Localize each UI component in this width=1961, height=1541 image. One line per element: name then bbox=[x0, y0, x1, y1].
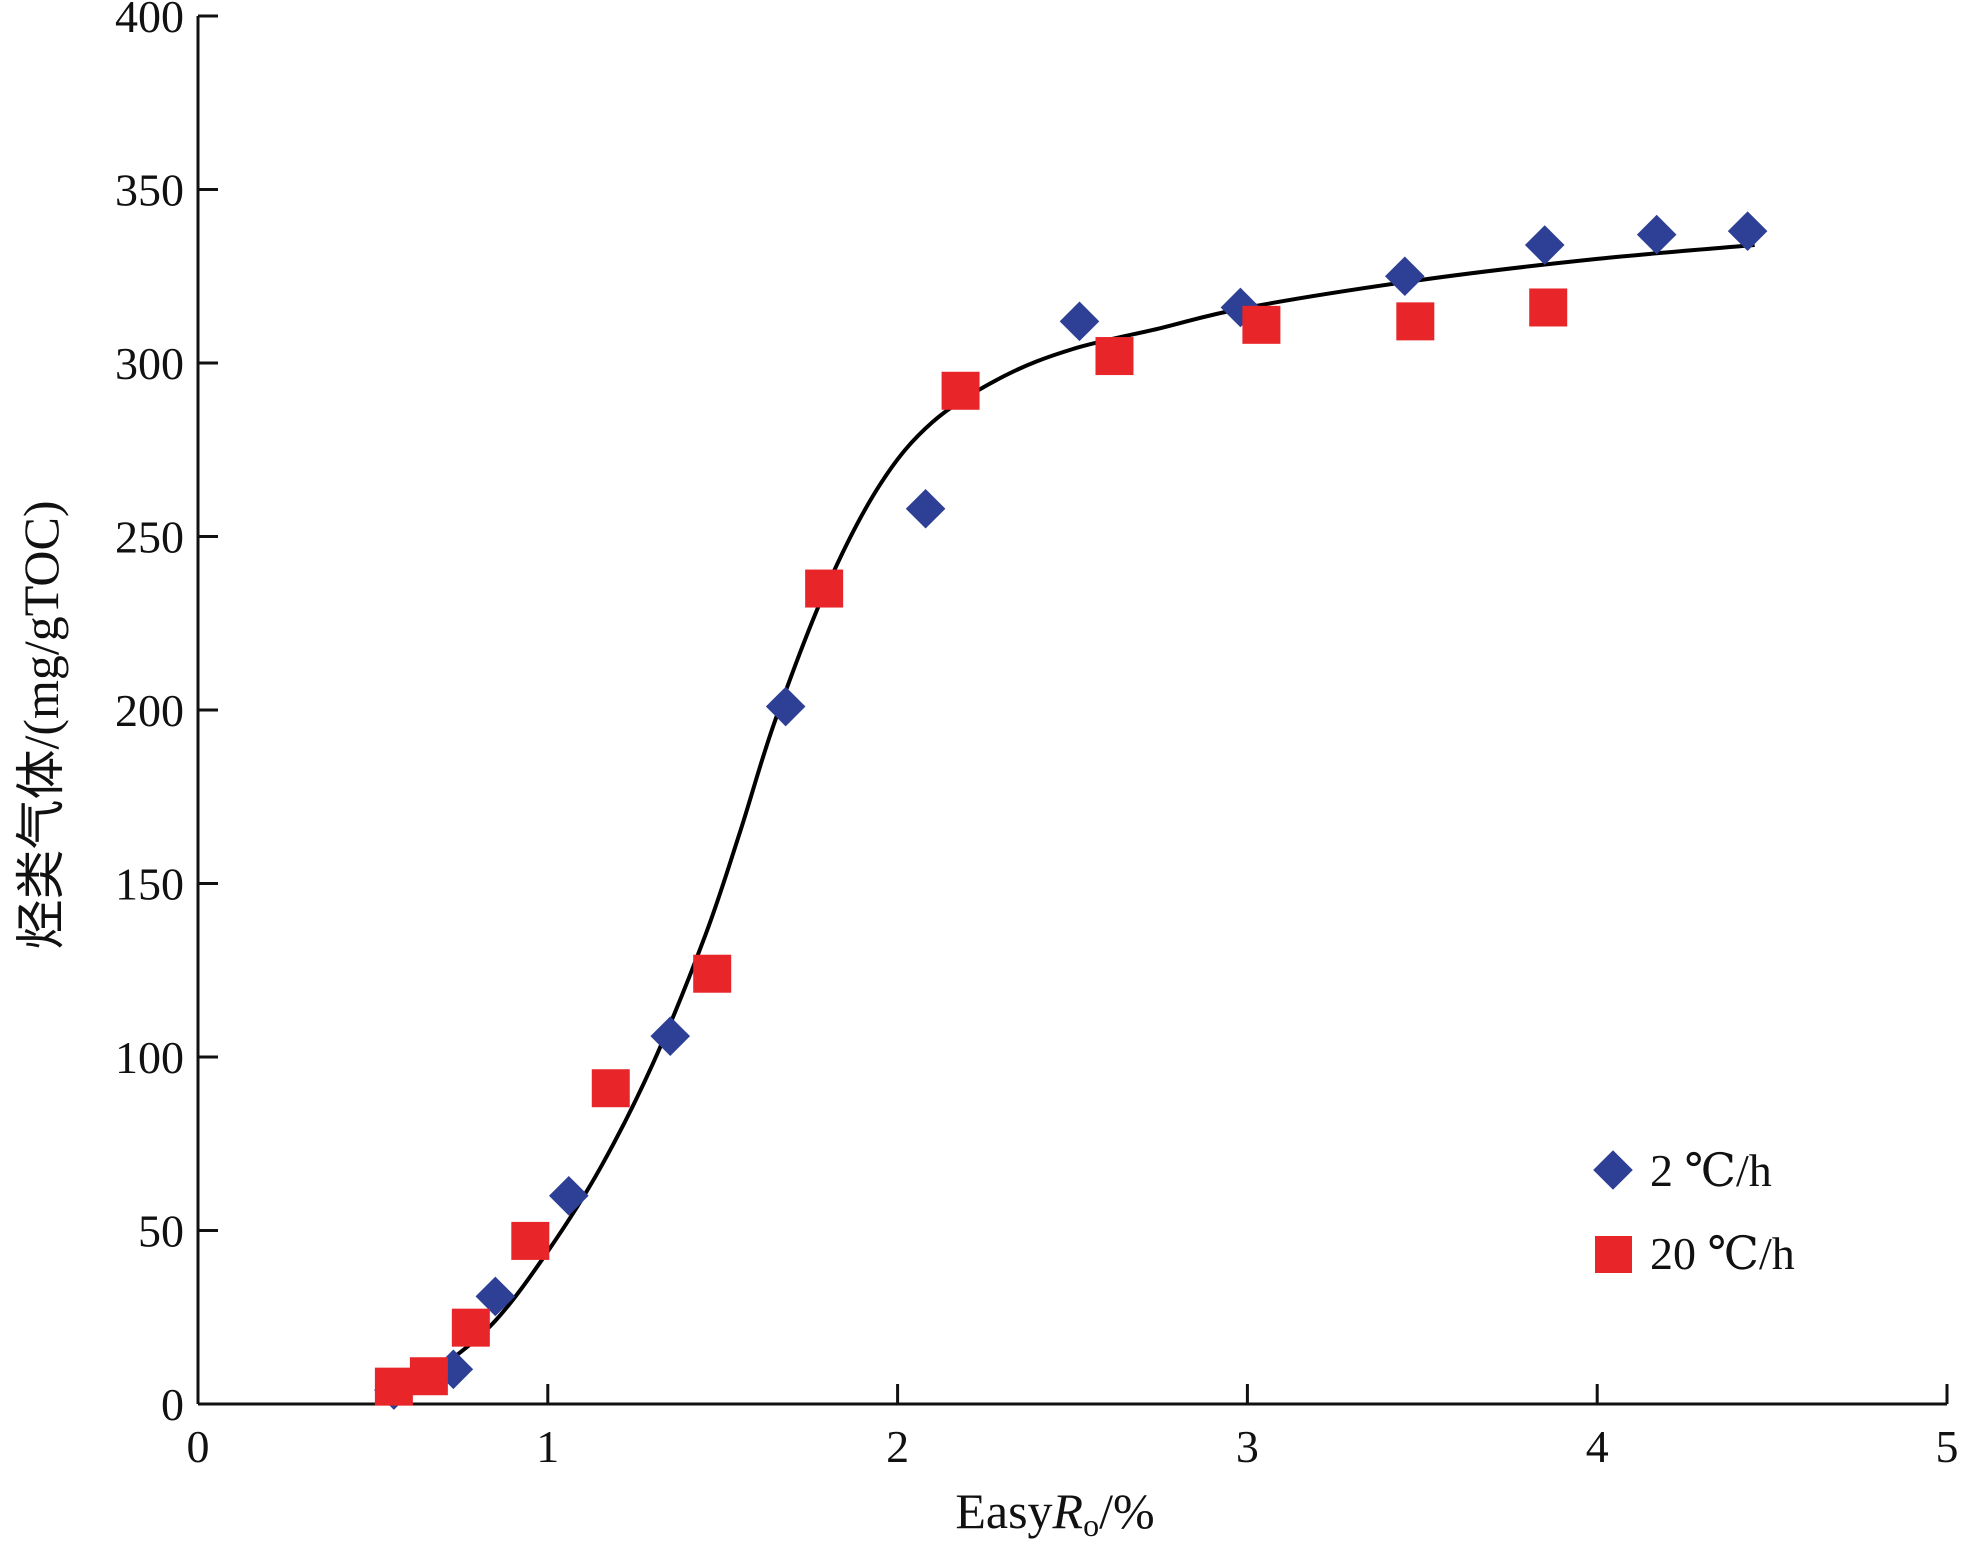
y-tick-label: 400 bbox=[115, 0, 184, 42]
x-tick-label: 2 bbox=[886, 1421, 909, 1472]
point-2chr bbox=[650, 1016, 691, 1056]
legend-label-2chr: 2 ℃/h bbox=[1650, 1145, 1772, 1196]
point-20chr bbox=[451, 1308, 490, 1347]
y-axis-title: 烃类气体/(mg/gTOC) bbox=[13, 500, 69, 949]
x-axis-title-subscript: o bbox=[1083, 1507, 1099, 1541]
point-2chr bbox=[1636, 214, 1677, 255]
point-2chr bbox=[905, 488, 946, 529]
point-20chr bbox=[591, 1069, 630, 1108]
x-tick-label: 1 bbox=[536, 1421, 559, 1472]
point-20chr bbox=[511, 1221, 550, 1260]
y-tick-label: 200 bbox=[115, 685, 184, 736]
point-20chr bbox=[805, 569, 844, 608]
x-axis-title-prefix: Easy bbox=[955, 1483, 1052, 1539]
point-20chr bbox=[409, 1357, 448, 1396]
legend-item-20chr: 20 ℃/h bbox=[1595, 1228, 1795, 1279]
point-2chr bbox=[1524, 225, 1565, 265]
point-2chr bbox=[548, 1176, 589, 1216]
legend-marker-diamond bbox=[1593, 1150, 1633, 1190]
y-tick-label: 350 bbox=[115, 165, 184, 216]
point-20chr bbox=[374, 1367, 413, 1406]
legend-marker-square bbox=[1595, 1236, 1632, 1273]
point-2chr bbox=[1059, 301, 1100, 342]
legend-item-2chr: 2 ℃/h bbox=[1593, 1145, 1772, 1196]
y-tick-label: 50 bbox=[138, 1206, 184, 1257]
point-20chr bbox=[1095, 337, 1134, 376]
legend-label-20chr: 20 ℃/h bbox=[1650, 1228, 1795, 1279]
legend: 2 ℃/h 20 ℃/h bbox=[1593, 1145, 1795, 1279]
x-tick-label: 3 bbox=[1236, 1421, 1259, 1472]
y-tick-label: 300 bbox=[115, 338, 184, 389]
y-tick-label: 100 bbox=[115, 1032, 184, 1083]
fit-curve bbox=[396, 243, 1755, 1399]
x-axis-title-symbol: R bbox=[1052, 1483, 1084, 1539]
x-axis-title-unit: /% bbox=[1099, 1483, 1155, 1539]
point-20chr bbox=[1242, 305, 1281, 344]
point-2chr bbox=[1385, 256, 1425, 297]
point-2chr bbox=[765, 686, 806, 727]
point-20chr bbox=[941, 371, 980, 410]
x-tick-label: 4 bbox=[1586, 1421, 1609, 1472]
x-tick-label: 5 bbox=[1936, 1421, 1959, 1472]
y-tick-label: 150 bbox=[115, 859, 184, 910]
point-20chr bbox=[1396, 302, 1435, 341]
point-20chr bbox=[693, 954, 732, 993]
y-tick-label: 0 bbox=[161, 1379, 184, 1430]
y-tick-label: 250 bbox=[115, 512, 184, 563]
x-axis-title: EasyRo/% bbox=[955, 1483, 1154, 1541]
point-20chr bbox=[1529, 288, 1568, 327]
x-tick-label: 0 bbox=[187, 1421, 210, 1472]
